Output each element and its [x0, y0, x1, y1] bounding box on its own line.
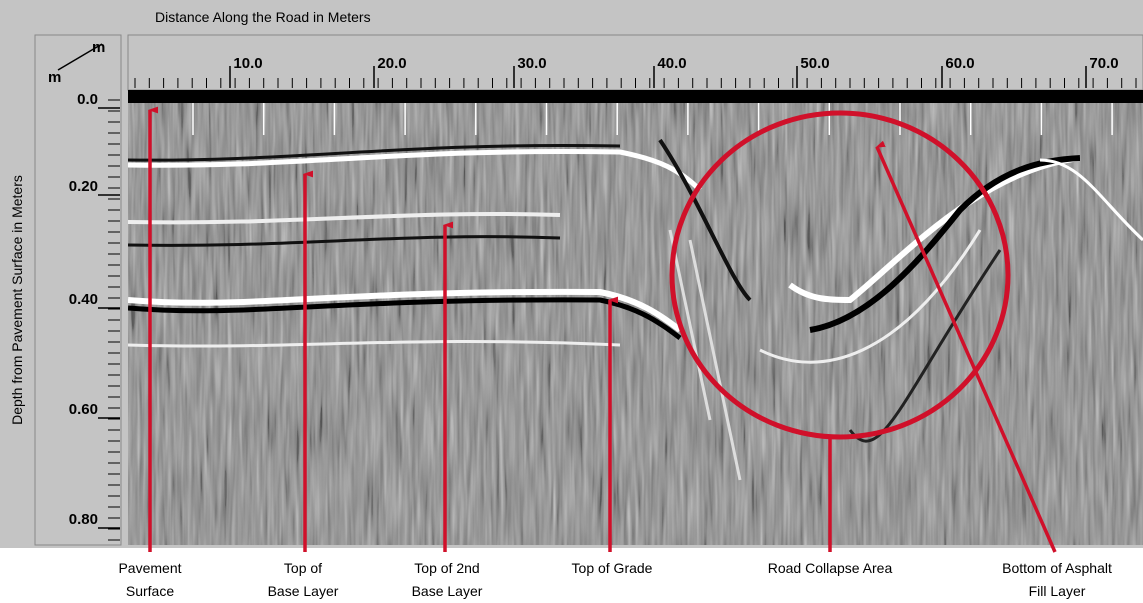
annotation-label: Pavement [118, 560, 181, 576]
annotation-label: Base Layer [268, 583, 339, 599]
y-tick-label: 0.80 [69, 511, 98, 528]
x-tick-label: 10.0 [233, 55, 262, 72]
caption-area [0, 548, 1143, 603]
y-ruler [34, 34, 122, 546]
x-tick-label: 50.0 [800, 55, 829, 72]
annotation-label: Fill Layer [1029, 583, 1086, 599]
y-tick-label: 0.0 [77, 91, 98, 108]
y-tick-label: 0.40 [69, 291, 98, 308]
annotation-label: Base Layer [412, 583, 483, 599]
y-tick-label: 0.60 [69, 401, 98, 418]
x-tick-label: 30.0 [517, 55, 546, 72]
annotation-label: Top of [284, 560, 322, 576]
x-tick-label: 60.0 [945, 55, 974, 72]
x-tick-label: 20.0 [377, 55, 406, 72]
annotation-label: Top of 2nd [414, 560, 479, 576]
corner-diagonal [57, 43, 103, 71]
header-title: Distance Along the Road in Meters [155, 9, 371, 25]
y-axis-label: Depth from Pavement Surface in Meters [9, 175, 25, 425]
annotation-label: Road Collapse Area [768, 560, 893, 576]
annotation-label: Surface [126, 583, 174, 599]
collapse-circle [669, 110, 1011, 440]
y-tick-label: 0.20 [69, 178, 98, 195]
x-tick-label: 70.0 [1089, 55, 1118, 72]
annotation-label: Top of Grade [572, 560, 653, 576]
annotation-label: Bottom of Asphalt [1002, 560, 1112, 576]
arrow [877, 147, 1057, 553]
radargram [128, 90, 1143, 545]
corner-bottom: m [48, 69, 61, 86]
x-tick-label: 40.0 [657, 55, 686, 72]
corner-top: m [92, 39, 105, 56]
